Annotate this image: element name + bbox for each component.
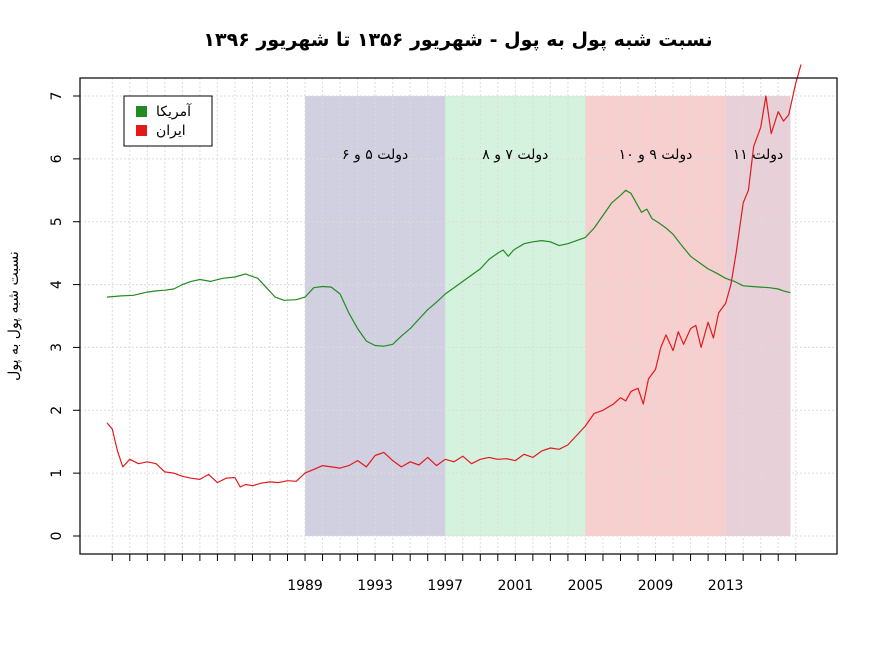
y-tick-label: 5 xyxy=(49,217,65,226)
y-tick-label: 1 xyxy=(49,469,65,478)
y-tick-label: 3 xyxy=(49,343,65,352)
x-tick-label: 1997 xyxy=(427,578,463,594)
y-tick-label: 4 xyxy=(49,280,65,289)
x-tick-label: 2005 xyxy=(568,578,604,594)
era-label-1: دولت ۵ و ۶ xyxy=(342,147,408,163)
chart-title: نسبت شبه پول به پول - شهریور ۱۳۵۶ تا شهر… xyxy=(203,29,712,51)
legend-swatch-2 xyxy=(136,125,147,136)
y-tick-label: 7 xyxy=(49,92,65,101)
era-label-4: دولت ۱۱ xyxy=(733,147,784,163)
y-tick-label: 6 xyxy=(49,154,65,163)
y-tick-label: 2 xyxy=(49,406,65,415)
era-label-3: دولت ۹ و ۱۰ xyxy=(619,147,693,163)
legend-swatch-1 xyxy=(136,106,147,117)
era-label-2: دولت ۷ و ۸ xyxy=(482,147,548,163)
x-tick-label: 1989 xyxy=(287,578,323,594)
x-tick-label: 2013 xyxy=(708,578,744,594)
y-axis-label: نسبت شبه پول به پول xyxy=(6,251,22,381)
y-tick-label: 0 xyxy=(49,532,65,541)
x-tick-label: 2001 xyxy=(498,578,534,594)
legend-label-1: آمریکا xyxy=(156,103,192,120)
x-tick-label: 2009 xyxy=(638,578,674,594)
x-tick-label: 1993 xyxy=(357,578,393,594)
legend-label-2: ایران xyxy=(156,123,186,139)
